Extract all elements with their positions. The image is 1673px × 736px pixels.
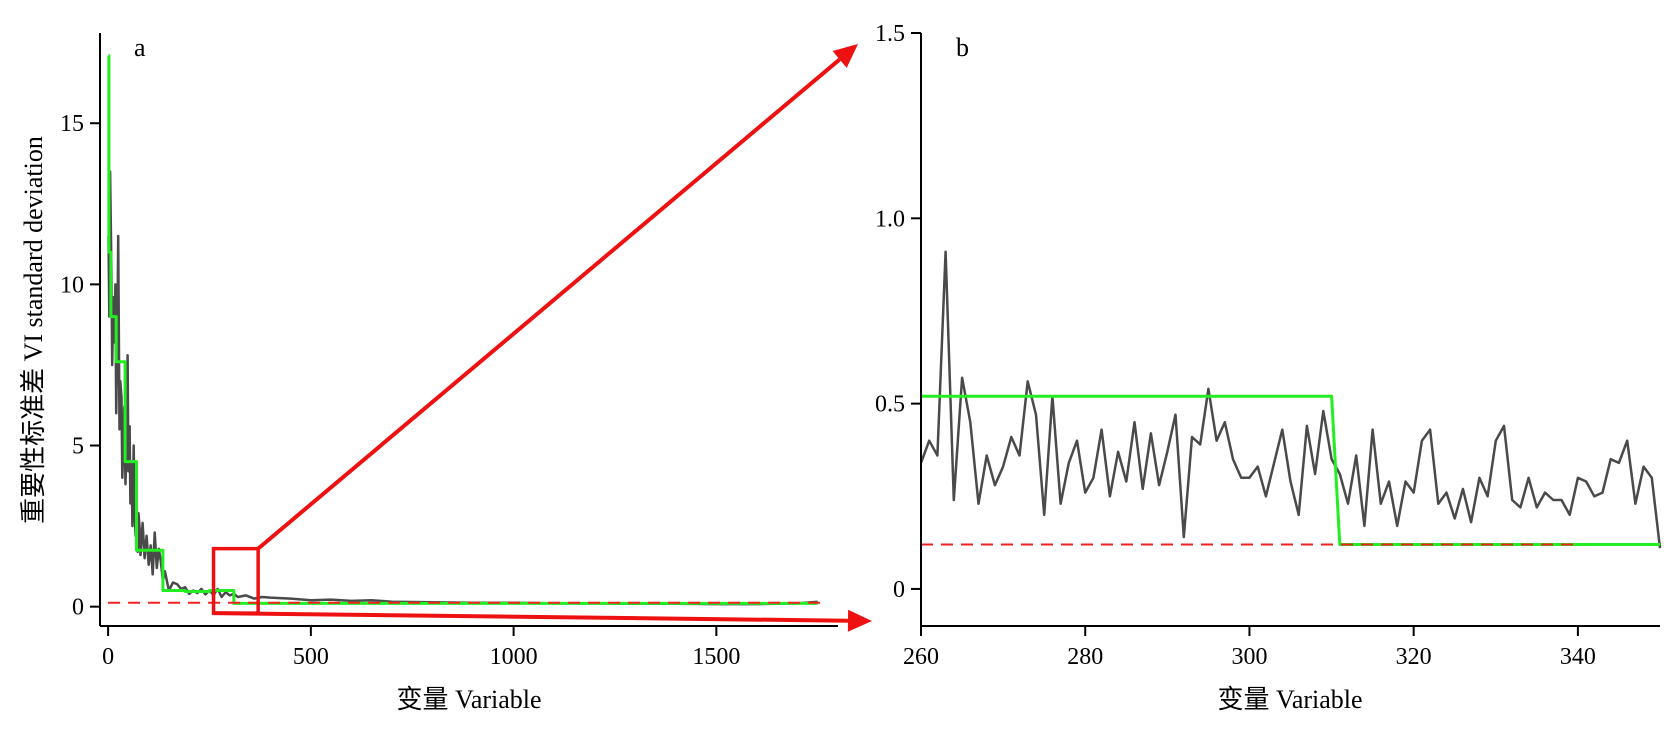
- panel-b-x-ticks: 260 280 300 320 340: [903, 626, 1596, 670]
- panel-a-x-ticks: 0 500 1000 1500: [102, 626, 740, 670]
- panel-a-axes: 0 500 1000 1500 0 5 10 15: [60, 33, 838, 670]
- panel-b-series: [919, 250, 1662, 549]
- y-tick-label: 0.5: [875, 392, 905, 418]
- zoom-arrow-lower-head: [847, 609, 872, 632]
- panel-a-series: [107, 54, 822, 606]
- x-tick-label: 340: [1560, 644, 1596, 670]
- x-tick-label: 300: [1231, 644, 1267, 670]
- panel-b-plot: [919, 250, 1662, 549]
- series-line-step: [921, 394, 1660, 546]
- x-tick-label: 280: [1067, 644, 1103, 670]
- zoom-arrow-lower-shaft: [213, 611, 849, 623]
- y-tick-label: 0: [893, 577, 905, 603]
- panel-b-y-ticks: 0 0.5 1.0 1.5: [875, 21, 921, 603]
- panel-b: 260 280 300 320 340 0 0.5 1.0 1.5 b 变量 Variable: [875, 21, 1662, 714]
- panel-a-y-axis-label: 重要性标准差 VI standard deviation: [19, 136, 48, 524]
- series-line-step: [107, 54, 818, 605]
- panel-b-axes: 260 280 300 320 340 0 0.5 1.0 1.5: [875, 21, 1660, 670]
- zoom-arrow-upper-head: [832, 44, 858, 68]
- series-line-vi-std: [919, 250, 1662, 549]
- x-tick-label: 260: [903, 644, 939, 670]
- panel-a-y-ticks: 0 5 10 15: [60, 111, 100, 621]
- y-tick-label: 1.0: [875, 206, 905, 232]
- y-tick-label: 15: [60, 111, 84, 137]
- series-line-vi-std: [107, 170, 818, 606]
- y-tick-label: 5: [72, 434, 84, 460]
- zoom-arrow-upper-shaft: [256, 57, 841, 551]
- panel-a: 0 500 1000 1500 0 5 10 15 a 变量 Variable 重要性标准差…: [19, 33, 838, 714]
- y-tick-label: 10: [60, 272, 84, 298]
- x-tick-label: 1000: [490, 644, 538, 670]
- panel-a-label: a: [134, 33, 146, 62]
- panel-a-x-axis-label: 变量 Variable: [396, 685, 541, 714]
- panel-b-label: b: [956, 33, 969, 62]
- y-tick-label: 0: [72, 595, 84, 621]
- x-tick-label: 500: [293, 644, 329, 670]
- x-tick-label: 320: [1396, 644, 1432, 670]
- panel-a-plot: [107, 54, 822, 615]
- zoom-arrows: [213, 44, 872, 632]
- panel-b-x-axis-label: 变量 Variable: [1217, 685, 1362, 714]
- y-tick-label: 1.5: [875, 21, 905, 47]
- x-tick-label: 0: [102, 644, 114, 670]
- x-tick-label: 1500: [692, 644, 740, 670]
